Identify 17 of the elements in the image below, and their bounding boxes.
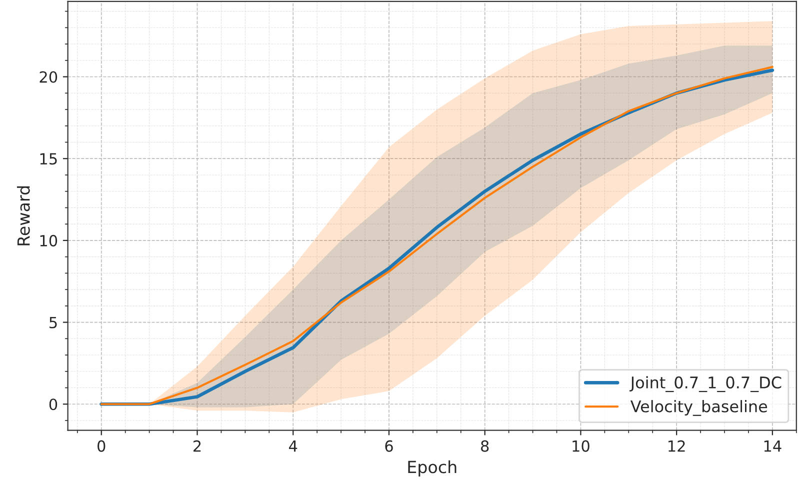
y-axis-title: Reward [16, 186, 30, 246]
legend-label: Velocity_baseline [630, 400, 768, 416]
y-tick-label: 15 [40, 153, 57, 165]
x-tick-label: 12 [668, 440, 685, 452]
y-tick-label: 10 [40, 234, 58, 246]
x-tick-label: 6 [385, 440, 393, 452]
x-tick-label: 8 [481, 440, 489, 452]
x-tick-label: 2 [194, 440, 201, 452]
x-axis-title: Epoch [408, 460, 456, 477]
y-tick-label: 20 [40, 71, 58, 83]
y-tick-label: 5 [50, 316, 57, 328]
x-tick-label: 10 [572, 440, 590, 452]
x-tick-label: 0 [98, 440, 106, 452]
x-tick-label: 14 [764, 440, 782, 452]
x-tick-label: 4 [289, 440, 298, 452]
legend-label: Joint_0.7_1_0.7_DC [630, 376, 782, 392]
y-tick-label: 0 [49, 398, 58, 410]
